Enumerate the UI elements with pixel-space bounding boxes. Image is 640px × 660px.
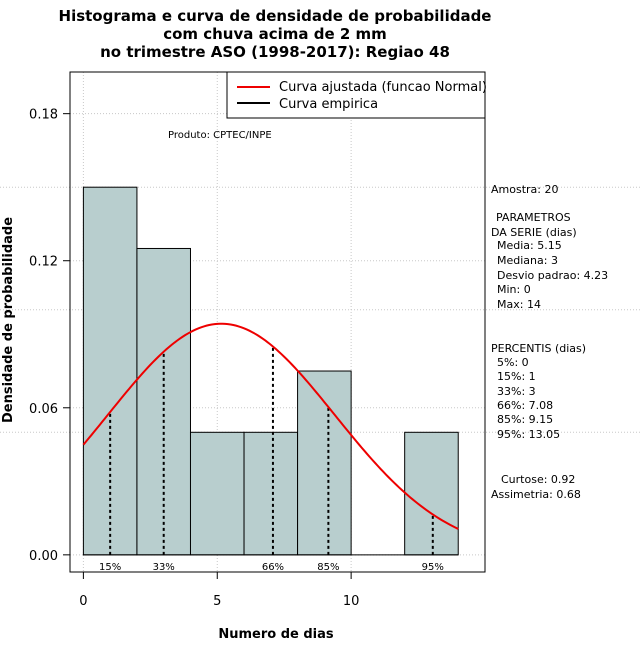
percentile-label: 15% — [99, 562, 121, 573]
legend-normal-label: Curva ajustada (funcao Normal) — [279, 80, 487, 95]
statistics-panel: Amostra: 20 PARAMETROS DA SERIE (dias) M… — [491, 183, 608, 501]
percentile-markers: 15% 33% 66% 85% 95% — [99, 346, 444, 573]
histogram-bar — [189, 431, 245, 556]
y-axis: 0.00 0.06 0.12 0.18 — [29, 108, 70, 564]
stat-min: Min: 0 — [497, 283, 531, 296]
chart-title-line-2: com chuva acima de 2 mm — [163, 25, 387, 43]
x-tick-label: 0 — [79, 594, 87, 609]
stat-percentis-title: PERCENTIS (dias) — [491, 342, 586, 355]
x-tick-label: 10 — [343, 594, 360, 609]
x-tick-label: 5 — [213, 594, 221, 609]
stat-media: Media: 5.15 — [497, 239, 562, 252]
stat-params-title-2: DA SERIE (dias) — [491, 226, 577, 239]
stat-assimetria: Assimetria: 0.68 — [491, 488, 581, 501]
histogram-bar — [243, 431, 299, 556]
histogram-bar — [136, 247, 191, 556]
stat-p95: 95%: 13.05 — [497, 428, 560, 441]
y-tick-label: 0.12 — [29, 255, 58, 270]
percentile-label: 95% — [422, 562, 444, 573]
x-axis: 0 5 10 — [79, 571, 360, 609]
histogram-bar — [297, 370, 352, 556]
histogram-bar — [404, 431, 459, 556]
percentile-label: 33% — [153, 562, 175, 573]
legend-empirical-label: Curva empirica — [279, 97, 378, 112]
percentile-label: 66% — [262, 562, 284, 573]
y-tick-label: 0.06 — [29, 402, 58, 417]
normal-curve — [82, 322, 459, 530]
stat-params-title-1: PARAMETROS — [496, 211, 571, 224]
y-tick-label: 0.00 — [29, 549, 58, 564]
stat-p66: 66%: 7.08 — [497, 399, 553, 412]
legend: Curva ajustada (funcao Normal) Curva emp… — [226, 71, 487, 119]
product-annotation: Produto: CPTEC/INPE — [168, 130, 272, 141]
chart-title-line-3: no trimestre ASO (1998-2017): Regiao 48 — [100, 43, 450, 61]
normal-curve-layer — [82, 322, 459, 530]
legend-box — [226, 71, 486, 119]
stat-p85: 85%: 9.15 — [497, 413, 553, 426]
stat-p5: 5%: 0 — [497, 356, 529, 369]
stat-p33: 33%: 3 — [497, 385, 536, 398]
y-axis-label: Densidade de probabilidade — [1, 217, 16, 423]
stat-desvio: Desvio padrao: 4.23 — [497, 269, 608, 282]
stat-mediana: Mediana: 3 — [497, 254, 558, 267]
chart-title-line-1: Histograma e curva de densidade de proba… — [59, 7, 492, 25]
stat-curtose: Curtose: 0.92 — [501, 473, 575, 486]
histogram-bars — [82, 186, 459, 556]
stat-amostra: Amostra: 20 — [491, 183, 558, 196]
stat-p15: 15%: 1 — [497, 370, 536, 383]
percentile-label: 85% — [317, 562, 339, 573]
x-axis-label: Numero de dias — [218, 627, 334, 642]
stat-max: Max: 14 — [497, 298, 541, 311]
y-tick-label: 0.18 — [29, 108, 58, 123]
